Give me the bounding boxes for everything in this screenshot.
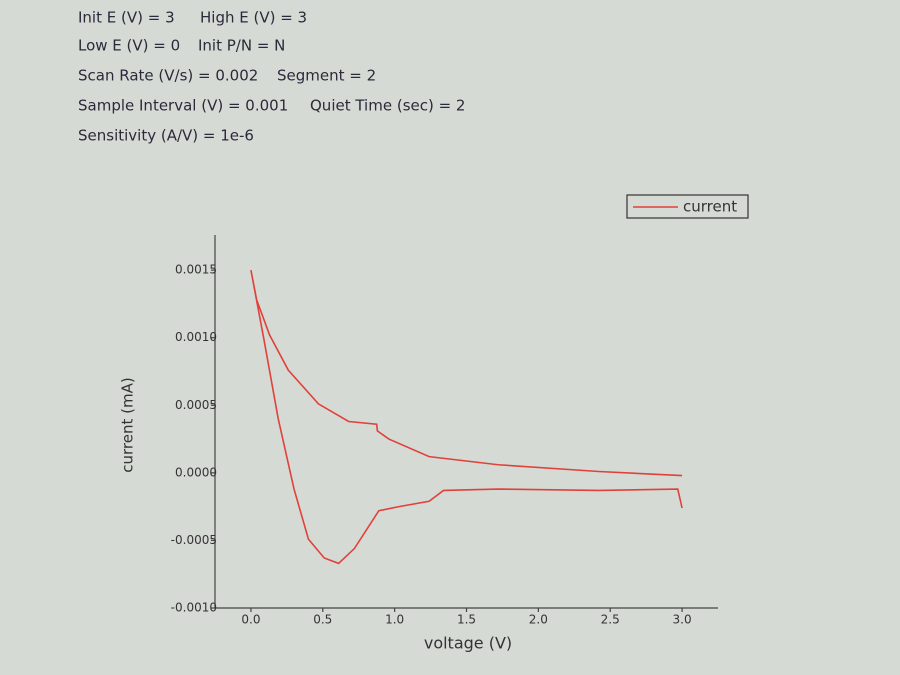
x-axis-label: voltage (V) <box>424 634 512 653</box>
x-tick-label: 2.0 <box>529 613 548 627</box>
y-tick-label: 0.0005 <box>175 398 217 412</box>
parameter: Sample Interval (V) = 0.001 <box>78 97 288 115</box>
legend-box <box>626 194 749 219</box>
y-axis-label: current (mA) <box>119 377 137 472</box>
parameter: Sensitivity (A/V) = 1e-6 <box>78 127 254 145</box>
y-tick-label: 0.0010 <box>175 330 217 344</box>
x-tick-label: 1.0 <box>385 613 404 627</box>
parameter: Scan Rate (V/s) = 0.002 <box>78 67 258 85</box>
parameter: Segment = 2 <box>277 67 376 85</box>
x-tick-label: 0.5 <box>313 613 332 627</box>
x-tick-label: 2.5 <box>601 613 620 627</box>
x-tick-label: 1.5 <box>457 613 476 627</box>
y-tick-label: 0.0015 <box>175 263 217 277</box>
x-tick-label: 3.0 <box>673 613 692 627</box>
y-tick-label: -0.0010 <box>171 601 217 615</box>
parameter: High E (V) = 3 <box>200 9 307 27</box>
y-tick-label: 0.0000 <box>175 465 217 479</box>
y-tick-label: -0.0005 <box>171 533 217 547</box>
parameter: Init P/N = N <box>198 37 285 55</box>
parameter: Quiet Time (sec) = 2 <box>310 97 465 115</box>
legend-label: current <box>683 198 737 216</box>
parameter: Low E (V) = 0 <box>78 37 180 55</box>
parameter: Init E (V) = 3 <box>78 9 175 27</box>
line <box>250 269 683 565</box>
x-tick-label: 0.0 <box>241 613 260 627</box>
